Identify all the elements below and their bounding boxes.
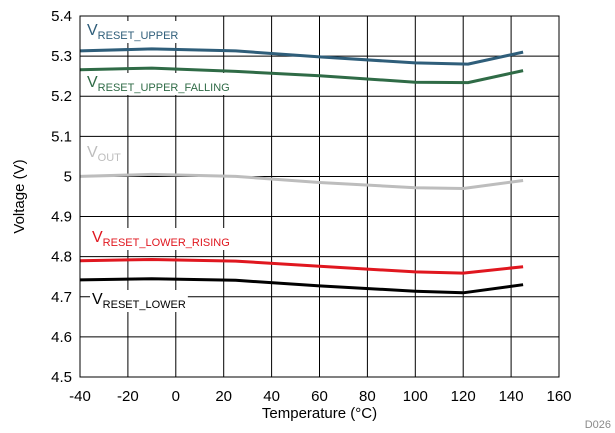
y-tick-labels: 4.5 4.6 4.7 4.8 4.9 5 5.1 5.2 5.3 5.4 <box>51 8 72 386</box>
series-labels: VRESET_UPPER VRESET_UPPER_FALLING VOUT VRES… <box>85 21 232 312</box>
x-tick-label-4: 40 <box>263 388 280 405</box>
series-line-reset-upper-falling <box>79 66 524 85</box>
series-label-reset-upper: VRESET_UPPER <box>87 22 178 42</box>
x-tick-label-8: 120 <box>451 388 476 405</box>
series-label-reset-upper-falling: VRESET_UPPER_FALLING <box>87 74 230 94</box>
series-label-out: VOUT <box>87 144 121 164</box>
y-tick-label-1: 4.6 <box>51 329 72 346</box>
figure-id-note: D026 <box>585 419 611 431</box>
x-tick-label-1: -20 <box>117 388 139 405</box>
y-axis-label: Voltage (V) <box>11 159 28 233</box>
x-tick-label-6: 80 <box>359 388 376 405</box>
series-line-out <box>79 172 524 190</box>
y-tick-label-5: 5 <box>64 168 72 185</box>
series-line-reset-lower <box>79 277 524 295</box>
y-tick-label-7: 5.2 <box>51 88 72 105</box>
y-tick-label-2: 4.7 <box>51 289 72 306</box>
series-label-bg-0 <box>85 21 181 43</box>
series-label-bg-3 <box>90 228 232 250</box>
x-tick-label-2: 0 <box>172 388 180 405</box>
x-tick-label-0: -40 <box>69 388 91 405</box>
y-tick-label-4: 4.9 <box>51 209 72 226</box>
y-tick-label-0: 4.5 <box>51 369 72 386</box>
series-line-reset-upper <box>79 47 524 66</box>
plot-frame <box>79 15 560 378</box>
y-tick-label-9: 5.4 <box>51 8 72 25</box>
series-label-reset-lower: VRESET_LOWER <box>92 291 186 311</box>
series-label-reset-lower-rising: VRESET_LOWER_RISING <box>92 229 230 249</box>
series-label-bg-2 <box>85 143 124 165</box>
series-label-bg-4 <box>90 290 188 312</box>
series-line-reset-lower-rising <box>79 258 524 275</box>
x-tick-label-9: 140 <box>499 388 524 405</box>
x-tick-labels: -40 -20 0 20 40 60 80 100 120 140 160 <box>69 388 571 405</box>
y-tick-label-8: 5.3 <box>51 48 72 65</box>
series-lines <box>79 47 524 295</box>
series-label-bg-1 <box>85 73 232 95</box>
x-tick-label-5: 60 <box>311 388 328 405</box>
x-tick-label-10: 160 <box>546 388 571 405</box>
x-tick-label-7: 100 <box>403 388 428 405</box>
y-tick-label-6: 5.1 <box>51 128 72 145</box>
x-tick-label-3: 20 <box>215 388 232 405</box>
y-tick-label-3: 4.8 <box>51 249 72 266</box>
x-axis-label: Temperature (°C) <box>262 405 377 422</box>
